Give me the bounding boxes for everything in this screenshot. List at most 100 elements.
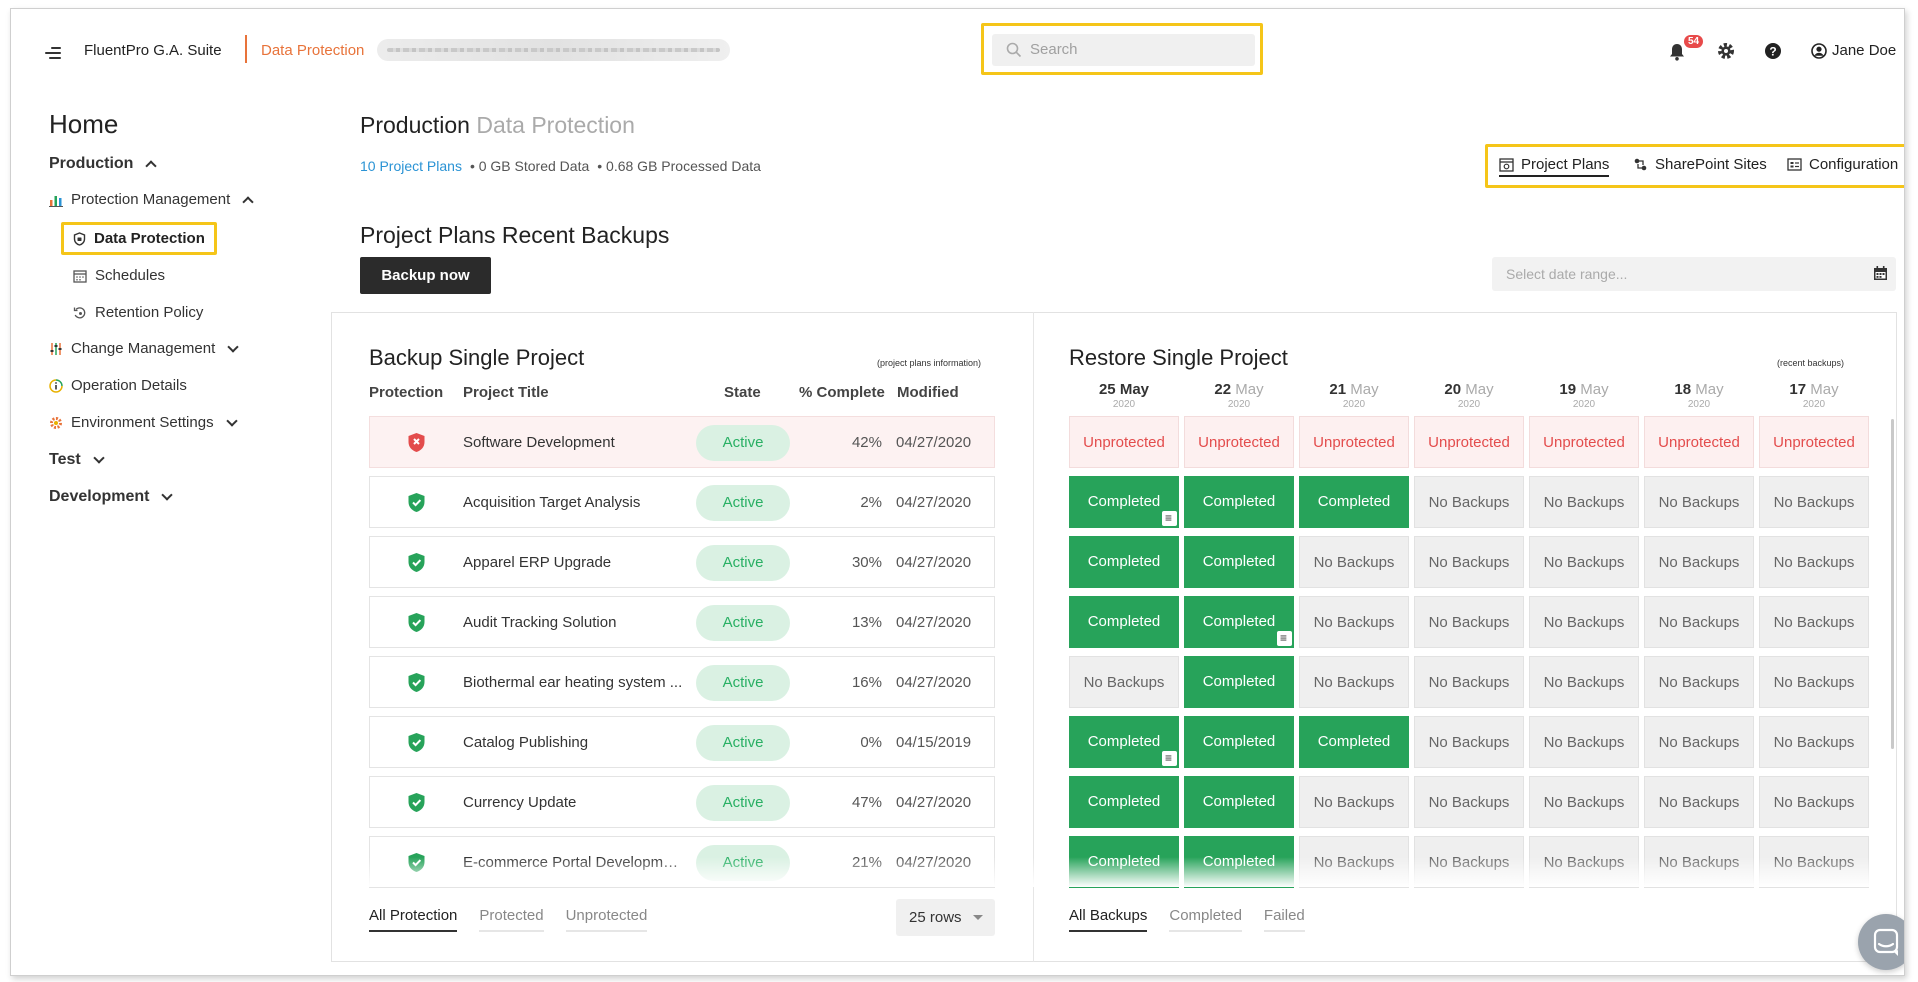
sidebar-item-retention-policy[interactable]: Retention Policy <box>73 304 203 321</box>
table-row[interactable]: Apparel ERP Upgrade Active 30% 04/27/2020 <box>369 536 995 588</box>
sidebar-item-operation-details[interactable]: Operation Details <box>49 377 187 394</box>
restore-scrollbar[interactable] <box>1891 419 1894 749</box>
notification-badge: 54 <box>1684 35 1704 48</box>
backup-cell-completed[interactable]: Completed <box>1184 476 1294 528</box>
row-title[interactable]: Acquisition Target Analysis <box>463 494 641 511</box>
backup-cell-unprotected[interactable]: Unprotected <box>1644 416 1754 468</box>
backup-cell-label: No Backups <box>1428 674 1510 691</box>
backup-cell-label: No Backups <box>1428 614 1510 631</box>
table-row[interactable]: Acquisition Target Analysis Active 2% 04/27… <box>369 476 995 528</box>
col-complete[interactable]: % Complete <box>799 384 885 401</box>
backup-cell-completed[interactable]: Completed <box>1069 476 1179 544</box>
module-name[interactable]: Data Protection <box>261 42 365 59</box>
filter-all-backups[interactable]: All Backups <box>1069 907 1148 932</box>
backup-cell-label: No Backups <box>1313 674 1395 691</box>
filter-protected[interactable]: Protected <box>479 907 544 932</box>
backup-cell-unprotected[interactable]: Unprotected <box>1759 416 1869 468</box>
sidebar-item-protection-management[interactable]: Protection Management <box>49 191 254 208</box>
backup-cell-completed[interactable]: Completed <box>1184 536 1294 588</box>
project-plans-count-link[interactable]: 10 Project Plans <box>360 158 462 174</box>
backup-cell-label: No Backups <box>1543 734 1625 751</box>
backup-cell-no-backups: No Backups <box>1529 596 1639 648</box>
backup-cell-completed[interactable]: Completed <box>1184 596 1294 664</box>
backup-cell-completed[interactable]: Completed <box>1069 776 1179 828</box>
backup-cell-label: No Backups <box>1313 794 1395 811</box>
backup-cell-completed[interactable]: Completed <box>1069 536 1179 588</box>
backup-cell-label: No Backups <box>1773 674 1855 691</box>
sidebar-item-data-protection[interactable]: Data Protection <box>73 230 205 247</box>
menu-icon[interactable] <box>45 47 63 62</box>
bell-icon[interactable] <box>1669 43 1685 61</box>
backup-cell-completed[interactable]: Completed <box>1299 716 1409 768</box>
shield-icon <box>73 231 86 246</box>
row-title[interactable]: Apparel ERP Upgrade <box>463 554 612 571</box>
date-column-header: 22 May 2020 <box>1184 381 1294 410</box>
tab-configuration[interactable]: Configuration <box>1787 156 1898 173</box>
backup-cell-unprotected[interactable]: Unprotected <box>1299 416 1409 468</box>
table-row[interactable]: Biothermal ear heating system ... Active 1… <box>369 656 995 708</box>
status-badge: Active <box>696 605 790 641</box>
backup-cell-completed[interactable]: Completed <box>1184 656 1294 708</box>
sidebar-item-test[interactable]: Test <box>49 451 105 469</box>
date-range-picker[interactable]: Select date range... <box>1492 257 1896 291</box>
filter-unprotected[interactable]: Unprotected <box>565 907 648 932</box>
sidebar-item-change-management[interactable]: Change Management <box>49 340 239 357</box>
sidebar-item-schedules[interactable]: Schedules <box>73 267 165 284</box>
col-modified[interactable]: Modified <box>897 384 959 401</box>
sidebar-home[interactable]: Home <box>49 109 119 139</box>
backup-cell-completed[interactable]: Completed <box>1184 776 1294 828</box>
tab-label: SharePoint Sites <box>1655 156 1767 173</box>
row-complete: 13% <box>851 614 882 631</box>
rows-per-page-select[interactable]: 25 rows <box>896 899 995 936</box>
help-icon[interactable]: ? <box>1764 42 1782 60</box>
row-modified: 04/27/2020 <box>896 554 972 571</box>
panel-divider <box>1033 312 1034 962</box>
date-column-header: 25 May 2020 <box>1069 381 1179 410</box>
col-project-title[interactable]: Project Title <box>463 384 549 401</box>
sidebar-item-production[interactable]: Production <box>49 155 158 173</box>
tab-label: Project Plans <box>1521 156 1610 173</box>
row-complete: 47% <box>851 794 882 811</box>
backup-cell-unprotected[interactable]: Unprotected <box>1529 416 1639 468</box>
backup-cell-completed[interactable]: Completed <box>1069 596 1179 648</box>
row-title[interactable]: Audit Tracking Solution <box>463 614 617 631</box>
tab-sharepoint-sites[interactable]: SharePoint Sites <box>1633 156 1767 173</box>
row-title[interactable]: Currency Update <box>463 794 577 811</box>
user-menu[interactable]: Jane Doe <box>1811 42 1896 59</box>
document-icon[interactable] <box>1162 492 1177 544</box>
table-row[interactable]: Software Development Active 42% 04/27/2020 <box>369 416 995 468</box>
row-title[interactable]: Biothermal ear heating system ... <box>463 674 683 691</box>
table-row[interactable]: Audit Tracking Solution Active 13% 04/27/20… <box>369 596 995 648</box>
col-protection[interactable]: Protection <box>369 384 444 401</box>
backup-cell-completed[interactable]: Completed <box>1299 476 1409 528</box>
sidebar-item-label: Operation Details <box>71 377 187 394</box>
calendar-icon[interactable] <box>1873 265 1888 281</box>
filter-completed[interactable]: Completed <box>1169 907 1242 932</box>
backup-cell-unprotected[interactable]: Unprotected <box>1414 416 1524 468</box>
app-name[interactable]: FluentPro G.A. Suite <box>84 42 222 59</box>
chat-launcher-button[interactable] <box>1858 914 1904 970</box>
sidebar-item-environment-settings[interactable]: Environment Settings <box>49 414 238 431</box>
search-box[interactable] <box>992 34 1255 66</box>
sidebar-item-development[interactable]: Development <box>49 488 174 506</box>
backup-cell-label: No Backups <box>1428 734 1510 751</box>
backup-cell-completed[interactable]: Completed <box>1069 716 1179 784</box>
backup-cell-unprotected[interactable]: Unprotected <box>1184 416 1294 468</box>
backup-cell-no-backups: No Backups <box>1759 536 1869 588</box>
backup-now-button[interactable]: Backup now <box>360 257 491 294</box>
backup-cell-unprotected[interactable]: Unprotected <box>1069 416 1179 468</box>
status-badge: Active <box>696 785 790 821</box>
filter-all-protection[interactable]: All Protection <box>369 907 458 932</box>
table-row[interactable]: Currency Update Active 47% 04/27/2020 <box>369 776 995 828</box>
search-input[interactable] <box>1030 41 1240 58</box>
gear-icon[interactable] <box>1717 42 1735 60</box>
document-icon[interactable] <box>1277 612 1292 664</box>
document-icon[interactable] <box>1162 732 1177 784</box>
table-row[interactable]: Catalog Publishing Active 0% 04/15/2019 <box>369 716 995 768</box>
row-title[interactable]: Software Development <box>463 434 615 451</box>
tab-project-plans[interactable]: Project Plans <box>1499 156 1610 177</box>
col-state[interactable]: State <box>724 384 761 401</box>
row-title[interactable]: Catalog Publishing <box>463 734 589 751</box>
backup-cell-completed[interactable]: Completed <box>1184 716 1294 768</box>
filter-failed[interactable]: Failed <box>1263 907 1305 932</box>
